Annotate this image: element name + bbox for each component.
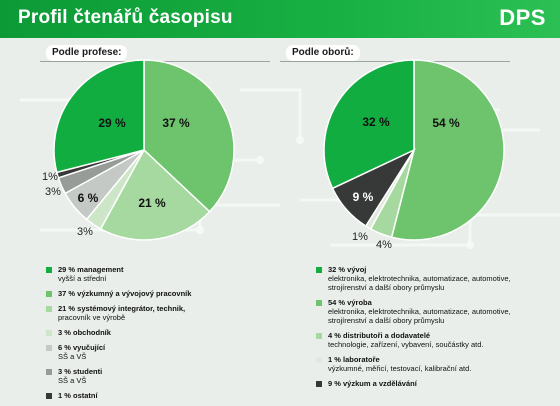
legend-heading: 4 % distributoři a dodavatelé <box>328 331 431 340</box>
brand-logo: DPS <box>499 5 546 30</box>
legend-swatch <box>46 369 52 375</box>
pie-slice-label: 1% <box>352 231 368 243</box>
legend-item: 9 % výzkum a vzdělávání <box>316 379 541 388</box>
pie-slice <box>323 59 415 190</box>
pie-slice-label: 3% <box>77 226 93 238</box>
pie-slice-label: 6 % <box>78 191 99 205</box>
pie-slice-label: 3% <box>45 186 61 198</box>
legend-swatch <box>316 381 322 387</box>
legend-item: 1 % ostatní <box>46 391 251 400</box>
legend-swatch <box>316 300 322 306</box>
legend-heading: 1 % ostatní <box>58 391 98 400</box>
legend-sector: 32 % vývoj elektronika, elektrotechnika, … <box>316 265 541 394</box>
legend-description: elektronika, elektrotechnika, automatiza… <box>328 307 511 325</box>
pie-slice-label: 29 % <box>98 116 126 130</box>
legend-swatch <box>46 291 52 297</box>
legend-item: 21 % systémový integrátor, technik, praco… <box>46 304 251 322</box>
legend-description: SŠ a VŠ <box>58 376 87 385</box>
pie-slice-label: 4% <box>376 239 392 251</box>
legend-swatch <box>46 345 52 351</box>
legend-item: 3 % studenti SŠ a VŠ <box>46 367 251 385</box>
legend-heading: 1 % laboratoře <box>328 355 380 364</box>
pie-slice-label: 9 % <box>353 190 374 204</box>
pie-slice-label: 37 % <box>162 116 190 130</box>
legend-item: 32 % vývoj elektronika, elektrotechnika, … <box>316 265 541 292</box>
legend-heading: 3 % studenti <box>58 367 103 376</box>
legend-item: 6 % vyučující SŠ a VŠ <box>46 343 251 361</box>
legend-item: 4 % distributoři a dodavatelé technologie… <box>316 331 541 349</box>
legend-description: výzkumné, měřicí, testovací, kalibrační … <box>328 364 472 373</box>
page-title: Profil čtenářů časopisu <box>18 7 233 28</box>
legend-heading: 29 % management <box>58 265 124 274</box>
legend-heading: 21 % systémový integrátor, technik, <box>58 304 186 313</box>
legend-swatch <box>316 333 322 339</box>
legend-description: pracovník ve výrobě <box>58 313 126 322</box>
pie-slice <box>99 148 211 241</box>
header-bar: Profil čtenářů časopisu DPS <box>0 0 560 38</box>
legend-heading: 6 % vyučující <box>58 343 106 352</box>
legend-swatch <box>46 330 52 336</box>
legend-swatch <box>316 357 322 363</box>
legend-item: 29 % management vyšší a střední <box>46 265 251 283</box>
legend-description: vyšší a střední <box>58 274 107 283</box>
legend-item: 3 % obchodník <box>46 328 251 337</box>
chart-title-sector: Podle oborů: <box>286 45 360 61</box>
legend-heading: 37 % výzkumný a vývojový pracovník <box>58 289 192 298</box>
legend-description: technologie, zařízení, vybavení, součást… <box>328 340 484 349</box>
legend-swatch <box>46 393 52 399</box>
legend-profession: 29 % management vyšší a střední 37 % výzku… <box>46 265 251 406</box>
legend-item: 1 % laboratoře výzkumné, měřicí, testovac… <box>316 355 541 373</box>
legend-swatch <box>46 306 52 312</box>
legend-heading: 9 % výzkum a vzdělávání <box>328 379 417 388</box>
legend-item: 54 % výroba elektronika, elektrotechnika,… <box>316 298 541 325</box>
legend-heading: 3 % obchodník <box>58 328 111 337</box>
chart-title-profession: Podle profese: <box>46 45 128 61</box>
pie-slice <box>53 59 145 174</box>
legend-item: 37 % výzkumný a vývojový pracovník <box>46 289 251 298</box>
pie-slice-label: 54 % <box>432 116 460 130</box>
legend-description: SŠ a VŠ <box>58 352 87 361</box>
pie-slice-label: 21 % <box>138 196 166 210</box>
pie-slice <box>390 59 505 241</box>
legend-swatch <box>316 267 322 273</box>
pie-slice-label: 1% <box>42 171 58 183</box>
legend-description: elektronika, elektrotechnika, automatiza… <box>328 274 511 292</box>
legend-swatch <box>46 267 52 273</box>
legend-heading: 32 % vývoj <box>328 265 367 274</box>
pie-slice-label: 32 % <box>362 115 390 129</box>
pie-slice <box>143 59 235 213</box>
legend-heading: 54 % výroba <box>328 298 372 307</box>
